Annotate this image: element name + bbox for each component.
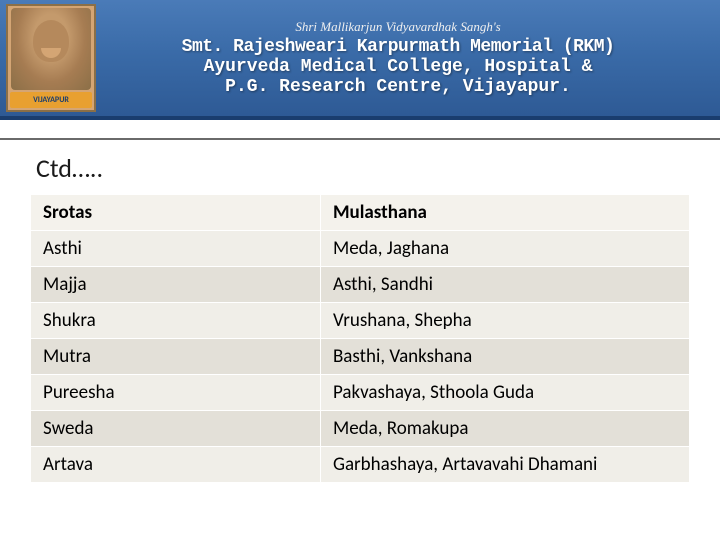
header-banner: VIJAYAPUR Shri Mallikarjun Vidyavardhak … [0, 0, 720, 120]
srotas-table: Srotas Mulasthana Asthi Meda, Jaghana Ma… [30, 194, 690, 483]
portrait-label: VIJAYAPUR [10, 92, 92, 108]
header-mulasthana: Mulasthana [320, 195, 689, 231]
cell-srotas: Majja [31, 267, 321, 303]
banner-line2: Smt. Rajeshweari Karpurmath Memorial (RK… [96, 37, 700, 57]
cell-mulasthana: Asthi, Sandhi [320, 267, 689, 303]
cell-mulasthana: Basthi, Vankshana [320, 339, 689, 375]
table-row: Sweda Meda, Romakupa [31, 411, 690, 447]
table-body: Asthi Meda, Jaghana Majja Asthi, Sandhi … [31, 231, 690, 483]
cell-srotas: Shukra [31, 303, 321, 339]
banner-text: Shri Mallikarjun Vidyavardhak Sangh's Sm… [96, 19, 720, 97]
portrait-box: VIJAYAPUR [6, 4, 96, 112]
divider-line [0, 138, 720, 140]
cell-mulasthana: Vrushana, Shepha [320, 303, 689, 339]
table-header-row: Srotas Mulasthana [31, 195, 690, 231]
cell-mulasthana: Meda, Romakupa [320, 411, 689, 447]
slide-title: Ctd….. [36, 152, 720, 184]
cell-srotas: Artava [31, 447, 321, 483]
banner-topline: Shri Mallikarjun Vidyavardhak Sangh's [96, 19, 700, 35]
cell-srotas: Sweda [31, 411, 321, 447]
table-row: Pureesha Pakvashaya, Sthoola Guda [31, 375, 690, 411]
cell-srotas: Mutra [31, 339, 321, 375]
cell-mulasthana: Garbhashaya, Artavavahi Dhamani [320, 447, 689, 483]
cell-srotas: Asthi [31, 231, 321, 267]
cell-mulasthana: Meda, Jaghana [320, 231, 689, 267]
table-row: Asthi Meda, Jaghana [31, 231, 690, 267]
table-row: Artava Garbhashaya, Artavavahi Dhamani [31, 447, 690, 483]
cell-srotas: Pureesha [31, 375, 321, 411]
table-row: Majja Asthi, Sandhi [31, 267, 690, 303]
header-srotas: Srotas [31, 195, 321, 231]
banner-line4: P.G. Research Centre, Vijayapur. [96, 77, 700, 97]
portrait-image [11, 8, 91, 90]
table-row: Mutra Basthi, Vankshana [31, 339, 690, 375]
cell-mulasthana: Pakvashaya, Sthoola Guda [320, 375, 689, 411]
banner-line3: Ayurveda Medical College, Hospital & [96, 57, 700, 77]
table-row: Shukra Vrushana, Shepha [31, 303, 690, 339]
